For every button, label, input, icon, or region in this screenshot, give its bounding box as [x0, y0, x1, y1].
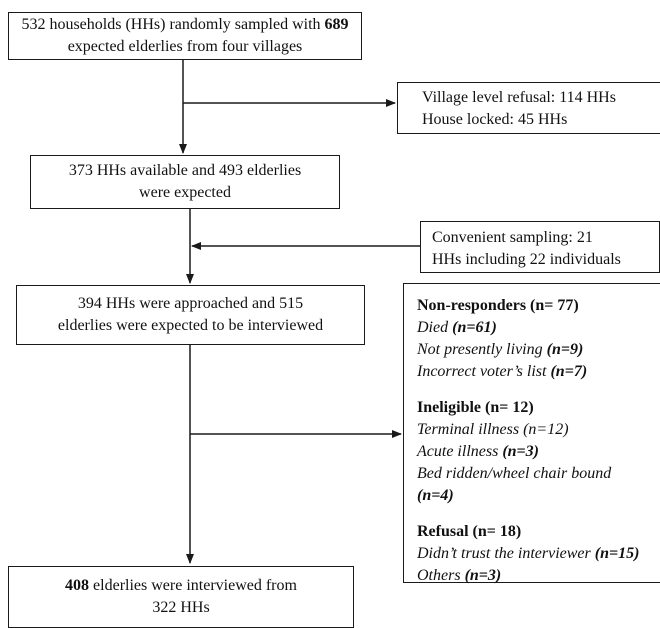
box4-text-2: 322 HHs: [152, 599, 210, 616]
non-responders-count: (n=61): [452, 319, 497, 336]
ineligible-title: Ineligible (n= 12): [417, 399, 534, 416]
refusal-count: (n=15): [594, 545, 640, 562]
section-refusal: Refusal (n= 18) Didn’t trust the intervi…: [417, 521, 660, 587]
section-non-responders: Non-responders (n= 77) Died (n=61) Not p…: [417, 295, 660, 383]
ineligible-count: (n=3): [502, 443, 539, 460]
ineligible-item: Terminal illness: [417, 421, 524, 438]
non-responders-title: Non-responders (n= 77): [417, 297, 579, 314]
non-responders-item: Not presently living: [417, 341, 547, 358]
exclusion-house-locked: House locked: 45 HHs: [422, 111, 568, 128]
ineligible-count: (n=12): [523, 421, 569, 438]
box-convenient-sampling: Convenient sampling: 21 HHs including 22…: [420, 221, 660, 273]
box-sampled-households: 532 households (HHs) randomly sampled wi…: [8, 12, 362, 60]
non-responders-count: (n=9): [546, 341, 584, 358]
box-exclusions-detail: Non-responders (n= 77) Died (n=61) Not p…: [403, 283, 660, 584]
section-ineligible: Ineligible (n= 12) Terminal illness (n=1…: [417, 397, 660, 507]
box3-text-1: 394 HHs were approached and 515: [77, 295, 304, 312]
box2-text-2: were expected: [139, 184, 231, 201]
refusal-title: Refusal (n= 18): [417, 523, 522, 540]
box-approached-households: 394 HHs were approached and 515 elderlie…: [16, 285, 365, 345]
interviewed-count: 408: [65, 577, 90, 594]
box4-text-1: elderlies were interviewed from: [89, 577, 297, 594]
non-responders-item: Incorrect voter’s list: [417, 363, 551, 380]
ineligible-count: (n=4): [417, 487, 454, 504]
addition-text-2: HHs including 22 individuals: [432, 251, 621, 268]
addition-text-1: Convenient sampling: 21: [432, 229, 593, 246]
refusal-item: Others: [417, 567, 465, 584]
box-exclusion-village: Village level refusal: 114 HHs House loc…: [397, 82, 660, 134]
box-interviewed: 408 elderlies were interviewed from 322 …: [8, 566, 354, 628]
box1-expected-count: 689: [324, 16, 349, 33]
refusal-item: Didn’t trust the interviewer: [417, 545, 595, 562]
box1-text-2: expected elderlies from four villages: [67, 38, 303, 55]
box2-text-1: 373 HHs available and 493 elderlies: [68, 162, 302, 179]
box1-text-1: 532 households (HHs) randomly sampled wi…: [21, 16, 325, 33]
non-responders-count: (n=7): [550, 363, 588, 380]
ineligible-item: Bed ridden/wheel chair bound: [417, 465, 612, 482]
exclusion-village-refusal: Village level refusal: 114 HHs: [422, 89, 616, 106]
non-responders-item: Died: [417, 319, 453, 336]
refusal-count: (n=3): [464, 567, 502, 584]
box3-text-2: elderlies were expected to be interviewe…: [57, 317, 324, 334]
box-available-households: 373 HHs available and 493 elderlies were…: [30, 155, 340, 209]
ineligible-item: Acute illness: [417, 443, 503, 460]
